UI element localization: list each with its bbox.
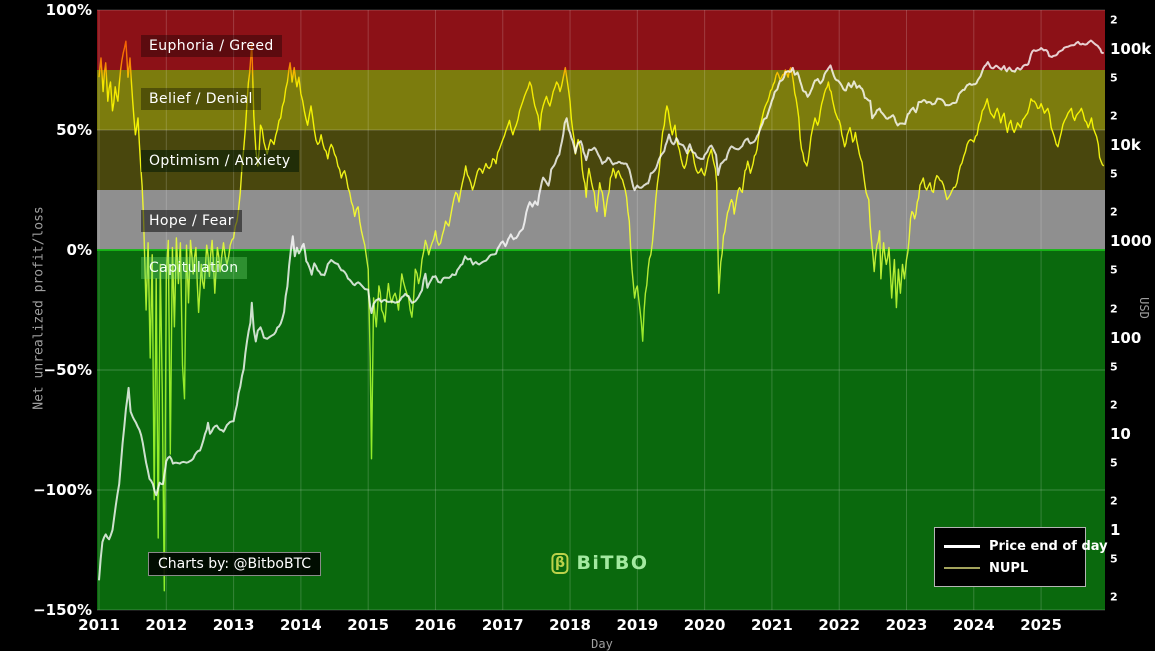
x-axis-tick: 2019 [616,616,659,634]
zone-band-euphoria-greed [97,10,1105,70]
x-axis-tick: 2012 [145,616,188,634]
nupl-line [98,40,1105,592]
right-axis-tick: 2 [1110,205,1118,219]
x-axis-tick: 2024 [952,616,995,634]
legend: Price end of day NUPL [934,527,1108,587]
zone-label-capitulation: Capitulation [141,257,247,279]
right-axis-tick: 5 [1110,456,1118,470]
x-axis-tick: 2011 [78,616,120,634]
right-axis-tick: 2 [1110,13,1118,27]
x-axis-tick: 2018 [549,616,591,634]
x-axis-tick: 2014 [280,616,322,634]
left-axis-tick: 0% [66,241,92,259]
x-axis-tick: 2015 [347,616,390,634]
x-axis-tick: 2017 [481,616,524,634]
x-axis-tick: 2025 [1020,616,1062,634]
right-axis-tick: 5 [1110,360,1118,374]
right-axis-tick: 1 [1110,520,1121,539]
price-line-swatch [944,544,980,548]
zone-label-euphoria-greed: Euphoria / Greed [141,35,282,57]
x-axis-tick: 2020 [683,616,726,634]
x-axis-tick: 2023 [885,616,928,634]
right-axis-tick: 2 [1110,302,1118,316]
right-axis-tick: 2 [1110,109,1118,123]
left-axis-tick: −50% [43,361,92,379]
right-axis-tick: 100k [1110,39,1152,58]
left-axis-tick: 50% [56,121,92,139]
watermark-charts-by: Charts by: @BitboBTC [148,552,322,576]
x-axis-tick: 2013 [212,616,255,634]
x-axis-tick: 2016 [414,616,457,634]
legend-item-price[interactable]: Price end of day [944,535,1108,557]
legend-label-nupl: NUPL [989,560,1029,576]
left-axis-tick: −100% [33,481,92,499]
right-axis-tick: 5 [1110,552,1118,566]
left-axis-tick: 100% [45,1,92,19]
right-axis-tick: 2 [1110,398,1118,412]
left-axis-title: Net unrealized profit/loss [31,206,47,410]
right-axis-tick: 5 [1110,263,1118,277]
legend-item-nupl[interactable]: NUPL [944,557,1076,579]
bitbo-logo-text: BiTBO [576,552,649,574]
left-axis-tick: −150% [33,601,92,619]
right-axis-tick: 1000 [1110,232,1152,251]
right-axis-title: USD [1137,297,1151,319]
right-axis-tick: 10k [1110,136,1141,155]
watermark-label: Charts by: @BitboBTC [158,556,312,572]
zone-band-hope-fear [97,190,1105,250]
bitbo-logo-icon: β [551,552,569,574]
zone-label-hope-fear: Hope / Fear [141,210,242,233]
right-axis-tick: 5 [1110,167,1118,181]
nupl-line-swatch [944,567,980,569]
legend-label-price: Price end of day [989,538,1108,554]
zone-label-optimism-anxiety: Optimism / Anxiety [141,150,299,173]
right-axis-tick: 5 [1110,71,1118,85]
right-axis-tick: 100 [1110,328,1142,347]
right-axis-tick: 2 [1110,494,1118,508]
x-axis-tick: 2022 [818,616,861,634]
x-axis-title: Day [591,637,613,651]
zone-label-belief-denial: Belief / Denial [141,87,261,110]
bitbo-logo[interactable]: β BiTBO [551,552,648,574]
right-axis-tick: 10 [1110,424,1131,443]
x-axis-tick: 2021 [751,616,793,634]
right-axis-tick: 2 [1110,590,1118,604]
price-line [98,39,1104,581]
